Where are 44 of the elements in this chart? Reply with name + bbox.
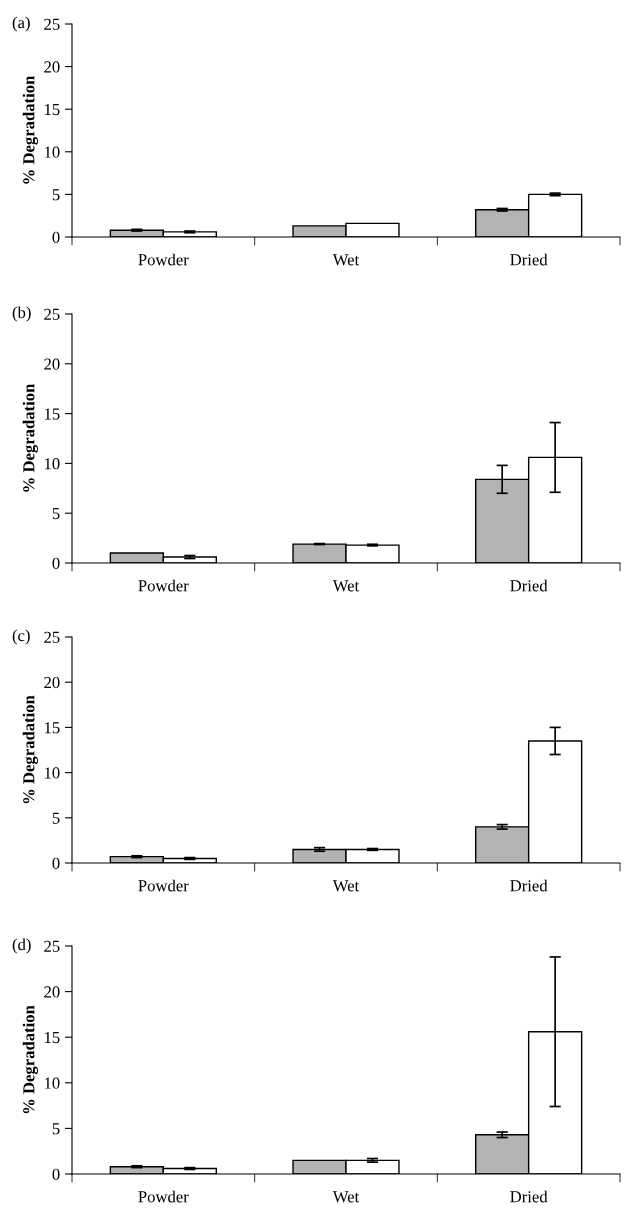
y-axis-title: % Degradation (22, 75, 38, 184)
y-tick-label: 5 (52, 1123, 60, 1135)
chart-title: (b) (12, 306, 31, 322)
x-tick-label: Powder (138, 879, 189, 892)
x-tick-label: Wet (332, 1191, 360, 1203)
y-tick-label: 25 (44, 631, 60, 643)
y-tick-label: 0 (52, 557, 60, 569)
y-tick-label: 25 (44, 18, 60, 30)
x-tick-label: Dried (510, 879, 548, 892)
x-tick-label: Wet (332, 580, 360, 592)
chart-title: (c) (12, 629, 30, 645)
chart-title: (d) (12, 938, 31, 954)
x-tick-label: Powder (138, 253, 189, 266)
y-axis-title: % Degradation (22, 695, 38, 804)
x-tick-label: Powder (138, 579, 189, 592)
y-tick-label: 0 (52, 1168, 60, 1180)
y-tick-label: 20 (44, 358, 60, 370)
y-tick-label: 5 (52, 508, 60, 520)
y-tick-label: 10 (44, 1077, 60, 1089)
y-tick-label: 10 (44, 458, 60, 470)
chart-title: (a) (12, 16, 30, 32)
x-tick-label: Wet (332, 880, 360, 892)
y-tick-label: 25 (44, 308, 60, 320)
y-axis-title: % Degradation (22, 383, 38, 492)
y-tick-label: 15 (44, 103, 60, 116)
y-tick-label: 10 (44, 767, 60, 779)
y-tick-label: 15 (44, 1031, 60, 1044)
y-axis-title: % Degradation (22, 1005, 38, 1114)
y-tick-label: 20 (44, 986, 60, 998)
x-tick-label: Dried (510, 579, 548, 592)
y-tick-label: 10 (44, 146, 60, 158)
y-tick-label: 15 (44, 408, 60, 420)
y-tick-label: 5 (52, 812, 60, 824)
y-tick-label: 5 (52, 189, 60, 201)
x-tick-label: Powder (138, 1190, 189, 1203)
x-tick-label: Dried (510, 253, 548, 266)
y-tick-label: 0 (52, 857, 60, 869)
y-tick-label: 20 (44, 676, 60, 689)
y-tick-label: 15 (44, 722, 60, 734)
y-tick-label: 25 (44, 940, 60, 952)
y-tick-label: 20 (44, 61, 60, 73)
y-tick-label: 0 (52, 231, 60, 243)
x-tick-label: Dried (510, 1190, 548, 1203)
x-tick-label: Wet (332, 254, 360, 266)
